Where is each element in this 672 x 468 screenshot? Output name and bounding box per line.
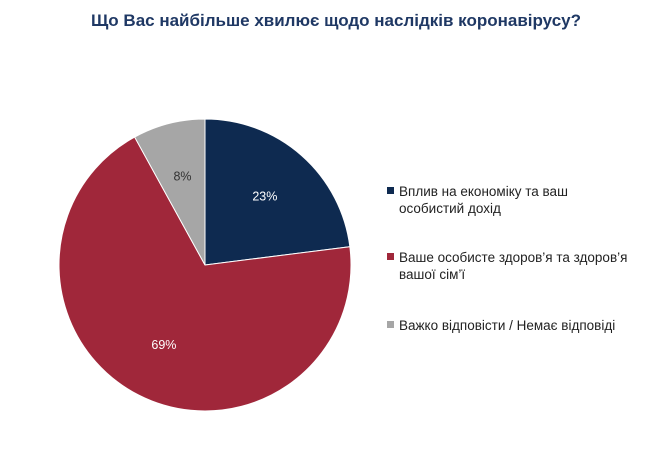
legend-label-economy-line2: особистий дохід xyxy=(399,201,501,216)
legend-item-economy: Вплив на економіку та ваш особистий дохі… xyxy=(387,183,568,217)
legend-label-economy-line1: Вплив на економіку та ваш xyxy=(399,184,568,199)
legend-label-health-line2: вашої сім’ї xyxy=(399,267,466,282)
chart-title: Що Вас найбільше хвилює щодо наслідків к… xyxy=(90,11,581,30)
legend-swatch-economy xyxy=(387,187,394,194)
legend-label-health-line1: Ваше особисте здоров’я та здоров’я xyxy=(399,250,628,265)
legend-swatch-no-answer xyxy=(387,321,394,328)
pie-slice-health xyxy=(58,136,352,412)
pie-slice-economy xyxy=(204,118,351,266)
legend-item-health: Ваше особисте здоров’я та здоров’я вашої… xyxy=(387,249,627,283)
data-label-economy: 23% xyxy=(252,189,277,203)
legend-label-no-answer: Важко відповісти / Немає відповіді xyxy=(399,318,616,333)
data-label-health: 69% xyxy=(151,338,176,352)
legend-item-no-answer: Важко відповісти / Немає відповіді xyxy=(387,317,615,334)
pie-slice-no-answer xyxy=(133,118,206,266)
legend-swatch-health xyxy=(387,253,394,260)
data-label-no-answer: 8% xyxy=(173,170,191,184)
